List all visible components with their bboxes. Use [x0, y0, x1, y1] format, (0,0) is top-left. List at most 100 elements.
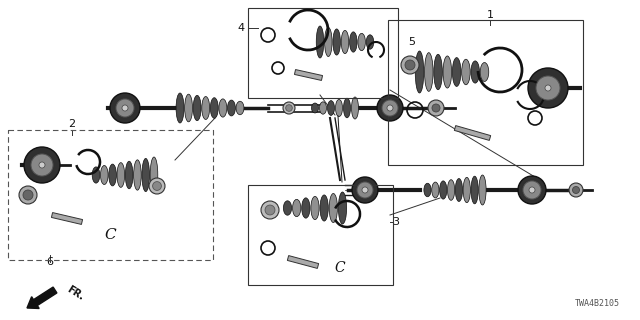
Ellipse shape — [202, 97, 210, 119]
Ellipse shape — [440, 181, 447, 199]
Ellipse shape — [324, 28, 332, 57]
Circle shape — [261, 201, 279, 219]
Ellipse shape — [312, 103, 319, 113]
Polygon shape — [454, 125, 491, 140]
Bar — [8, 130, 213, 260]
Circle shape — [116, 99, 134, 117]
Circle shape — [122, 105, 128, 111]
Ellipse shape — [452, 58, 461, 86]
Ellipse shape — [316, 26, 324, 58]
Ellipse shape — [284, 201, 292, 215]
Circle shape — [428, 100, 444, 116]
Ellipse shape — [443, 56, 452, 88]
Circle shape — [19, 186, 37, 204]
Circle shape — [401, 56, 419, 74]
Ellipse shape — [358, 33, 365, 51]
Ellipse shape — [227, 100, 236, 116]
Circle shape — [382, 100, 398, 116]
Text: 2: 2 — [68, 119, 76, 129]
Ellipse shape — [236, 101, 244, 115]
Ellipse shape — [134, 160, 141, 190]
Polygon shape — [51, 212, 83, 224]
Circle shape — [377, 95, 403, 121]
Circle shape — [149, 178, 165, 194]
Ellipse shape — [424, 183, 431, 197]
Ellipse shape — [100, 165, 108, 185]
Text: 3: 3 — [392, 217, 399, 227]
Ellipse shape — [471, 61, 479, 83]
Ellipse shape — [176, 93, 184, 123]
Circle shape — [23, 190, 33, 200]
Text: C: C — [335, 261, 346, 275]
Text: 1: 1 — [486, 10, 493, 20]
Ellipse shape — [480, 62, 489, 82]
Circle shape — [387, 105, 393, 111]
Ellipse shape — [339, 192, 347, 224]
Circle shape — [523, 181, 541, 199]
Ellipse shape — [301, 198, 310, 218]
Ellipse shape — [349, 32, 357, 52]
Polygon shape — [287, 256, 319, 268]
Circle shape — [39, 162, 45, 168]
Ellipse shape — [211, 98, 218, 118]
Ellipse shape — [92, 167, 100, 183]
Ellipse shape — [311, 196, 319, 220]
Ellipse shape — [344, 98, 351, 118]
Ellipse shape — [463, 177, 470, 203]
Polygon shape — [294, 69, 323, 80]
Circle shape — [265, 205, 275, 215]
Bar — [248, 185, 393, 285]
Ellipse shape — [366, 35, 374, 49]
Ellipse shape — [455, 179, 463, 202]
Ellipse shape — [479, 175, 486, 205]
Circle shape — [573, 187, 579, 194]
Circle shape — [362, 187, 368, 193]
Ellipse shape — [319, 102, 326, 114]
Text: 5: 5 — [408, 37, 415, 47]
Ellipse shape — [415, 51, 424, 93]
Circle shape — [31, 154, 53, 176]
Bar — [388, 20, 583, 165]
Text: FR.: FR. — [65, 284, 86, 302]
Ellipse shape — [434, 54, 442, 90]
Ellipse shape — [341, 30, 349, 54]
Ellipse shape — [184, 94, 193, 122]
Circle shape — [536, 76, 560, 100]
Circle shape — [110, 93, 140, 123]
Ellipse shape — [142, 158, 150, 192]
Ellipse shape — [447, 180, 454, 200]
Circle shape — [569, 183, 583, 197]
Circle shape — [432, 104, 440, 112]
Ellipse shape — [351, 97, 358, 119]
Ellipse shape — [150, 157, 158, 193]
Ellipse shape — [424, 53, 433, 91]
Circle shape — [285, 105, 292, 111]
Ellipse shape — [329, 194, 337, 222]
Ellipse shape — [109, 164, 116, 186]
Ellipse shape — [432, 182, 439, 198]
Circle shape — [24, 147, 60, 183]
Circle shape — [352, 177, 378, 203]
Text: 6: 6 — [47, 257, 54, 267]
Text: TWA4B2105: TWA4B2105 — [575, 299, 620, 308]
Circle shape — [545, 85, 551, 91]
Circle shape — [283, 102, 295, 114]
Circle shape — [529, 187, 535, 193]
Circle shape — [357, 182, 373, 198]
Circle shape — [528, 68, 568, 108]
Bar — [248, 8, 398, 98]
Text: 4: 4 — [238, 23, 245, 33]
Ellipse shape — [461, 59, 470, 85]
Ellipse shape — [219, 99, 227, 117]
FancyArrow shape — [27, 287, 57, 308]
Ellipse shape — [335, 100, 342, 116]
Ellipse shape — [328, 100, 335, 116]
Circle shape — [152, 182, 161, 190]
Ellipse shape — [117, 163, 125, 187]
Ellipse shape — [292, 199, 301, 217]
Circle shape — [518, 176, 546, 204]
Ellipse shape — [193, 95, 201, 121]
Text: C: C — [104, 228, 116, 242]
Ellipse shape — [333, 29, 340, 55]
Circle shape — [405, 60, 415, 70]
